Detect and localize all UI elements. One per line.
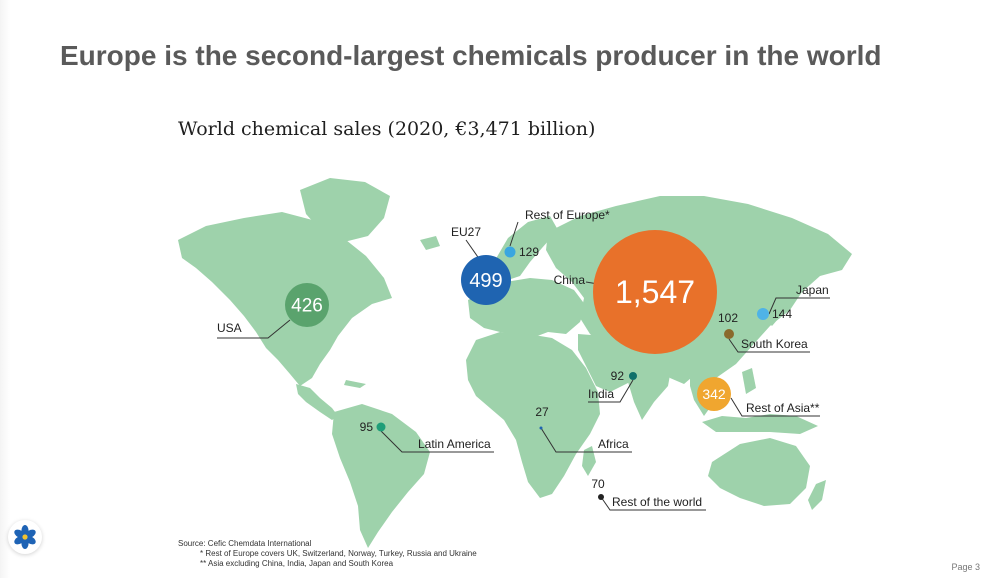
central-america-shape bbox=[296, 384, 338, 420]
leader-line-latin-america bbox=[380, 430, 494, 453]
leader-line-usa bbox=[217, 319, 291, 339]
south-america-shape bbox=[332, 404, 430, 548]
bubble-rest-of-europe bbox=[504, 246, 516, 258]
philippines-shape bbox=[742, 368, 756, 394]
name-label-eu27: EU27 bbox=[451, 225, 481, 239]
bubble-usa bbox=[285, 283, 329, 327]
name-label-africa: Africa bbox=[598, 437, 629, 451]
bubble-china bbox=[593, 230, 717, 354]
leader-line-india bbox=[588, 379, 634, 403]
value-label-south-korea: 102 bbox=[718, 311, 738, 325]
new-zealand-shape bbox=[808, 480, 826, 510]
leader-lines bbox=[217, 221, 830, 511]
leader-line-africa bbox=[540, 427, 632, 453]
name-label-china: China bbox=[554, 273, 586, 287]
map-title: World chemical sales (2020, €3,471 billi… bbox=[178, 118, 596, 140]
value-label-rest-of-the-world: 70 bbox=[591, 477, 605, 491]
value-label-japan: 144 bbox=[772, 307, 792, 321]
leader-line-japan bbox=[768, 297, 830, 315]
value-label-africa: 27 bbox=[535, 405, 549, 419]
africa-shape bbox=[466, 332, 600, 498]
value-label-india: 92 bbox=[611, 369, 625, 383]
bubble-africa bbox=[539, 426, 543, 430]
indonesia-shape bbox=[702, 414, 818, 434]
name-label-usa: USA bbox=[217, 321, 242, 335]
name-label-latin-america: Latin America bbox=[418, 437, 491, 451]
source-notes: Source: Cefic Chemdata International * R… bbox=[178, 539, 598, 569]
name-label-rest-of-asia: Rest of Asia** bbox=[746, 401, 820, 415]
value-label-latin-america: 95 bbox=[360, 420, 374, 434]
name-label-rest-of-the-world: Rest of the world bbox=[612, 495, 702, 509]
name-label-japan: Japan bbox=[796, 283, 829, 297]
value-label-rest-of-asia: 342 bbox=[702, 386, 726, 402]
bubble-japan bbox=[757, 308, 769, 320]
bubble-latin-america bbox=[376, 422, 386, 432]
left-edge-band bbox=[0, 0, 10, 578]
logo-center bbox=[22, 534, 28, 540]
arabia-shape bbox=[578, 334, 640, 392]
leader-line-rest-of-asia bbox=[730, 397, 820, 417]
value-label-eu27: 499 bbox=[469, 270, 502, 292]
leader-line-rest-of-the-world bbox=[600, 496, 706, 511]
bubble-eu27 bbox=[461, 255, 511, 305]
bubble-rest-of-the-world bbox=[598, 494, 604, 500]
leader-line-south-korea bbox=[728, 338, 810, 353]
caribbean-shape bbox=[344, 380, 366, 388]
scandinavia-shape bbox=[494, 216, 558, 280]
north-america-shape bbox=[178, 212, 392, 386]
labels: 1,547 China 499 EU27 426 USA 342 Rest of Asia**… bbox=[217, 208, 829, 509]
bubble-rest-of-asia bbox=[697, 377, 731, 411]
japan-shape bbox=[764, 280, 790, 326]
note-rest-of-europe: * Rest of Europe covers UK, Switzerland,… bbox=[200, 549, 477, 558]
cefic-flower-logo-icon bbox=[14, 525, 36, 549]
bubbles bbox=[285, 230, 769, 500]
continents bbox=[178, 178, 852, 548]
madagascar-shape bbox=[582, 446, 596, 476]
value-label-usa: 426 bbox=[291, 296, 323, 317]
source-line: Source: Cefic Chemdata International bbox=[178, 539, 312, 548]
leader-line-rest-of-europe bbox=[509, 221, 519, 247]
bubble-south-korea bbox=[724, 329, 734, 339]
page-number: Page 3 bbox=[951, 562, 980, 572]
india-shape bbox=[622, 350, 672, 420]
value-label-china: 1,547 bbox=[615, 274, 695, 310]
bubble-india bbox=[629, 372, 637, 380]
value-label-rest-of-europe: 129 bbox=[519, 245, 539, 259]
slide-title: Europe is the second-largest chemicals p… bbox=[60, 40, 882, 71]
cefic-logo bbox=[8, 520, 42, 554]
name-label-india: India bbox=[588, 387, 614, 401]
name-label-south-korea: South Korea bbox=[741, 337, 808, 351]
iceland-shape bbox=[420, 236, 440, 250]
note-rest-of-asia: ** Asia excluding China, India, Japan an… bbox=[200, 559, 394, 568]
name-label-rest-of-europe: Rest of Europe* bbox=[525, 208, 610, 222]
australia-shape bbox=[708, 438, 810, 506]
